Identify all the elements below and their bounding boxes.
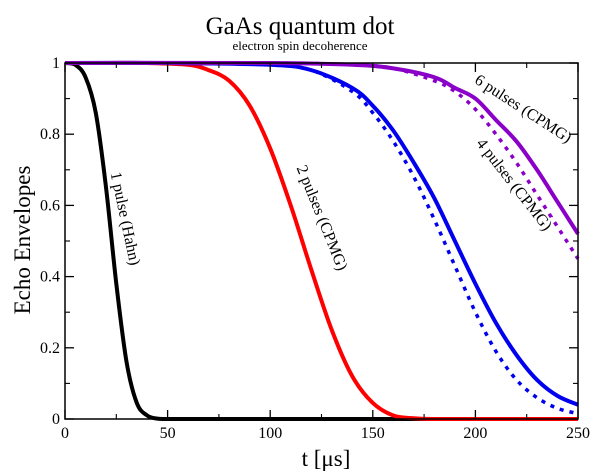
plot-frame: [64, 62, 579, 420]
x-tick-label: 250: [566, 425, 590, 442]
curve-annotation-2: 4 pulses (CPMG): [473, 135, 555, 234]
series-line-0: [64, 61, 578, 422]
y-axis-label: Echo Envelopes: [10, 166, 35, 315]
chart-title: GaAs quantum dot: [206, 13, 395, 40]
y-tick-label: 1: [52, 55, 60, 72]
y-tick-label: 0.2: [40, 340, 60, 357]
x-tick-label: 0: [61, 425, 69, 442]
y-tick-label: 0: [52, 411, 60, 428]
x-tick-label: 150: [361, 425, 385, 442]
y-tick-label: 0.6: [40, 197, 60, 214]
x-tick-label: 200: [463, 425, 487, 442]
y-tick-label: 0.4: [40, 269, 60, 286]
curve-annotation-1: 2 pulses (CPMG): [293, 163, 351, 273]
series-line-1: [65, 60, 578, 422]
chart-subtitle: electron spin decoherence: [233, 38, 368, 53]
x-tick-label: 50: [160, 425, 176, 442]
x-tick-label: 100: [258, 425, 282, 442]
y-tick-label: 0.8: [40, 126, 60, 143]
x-axis-label: t [μs]: [302, 446, 351, 471]
